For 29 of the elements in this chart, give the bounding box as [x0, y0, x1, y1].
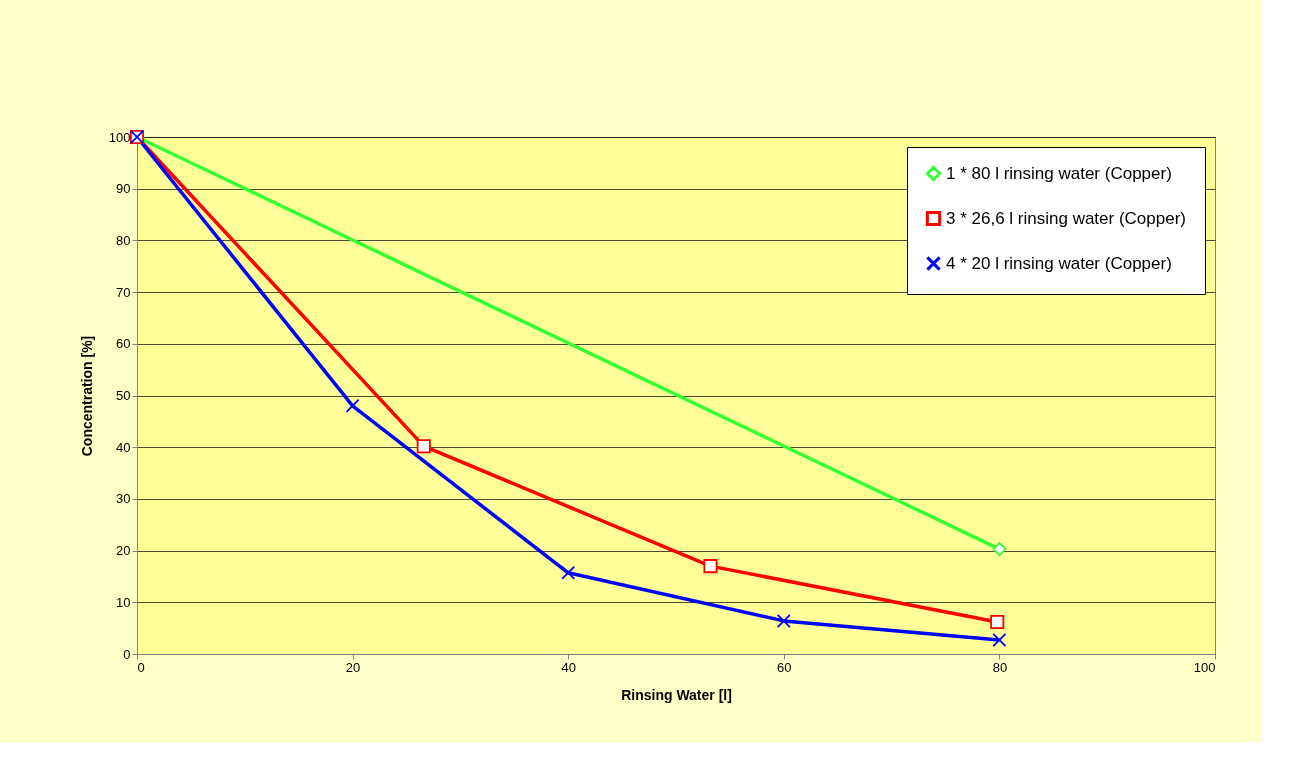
y-tick-label: 80	[116, 232, 131, 248]
point	[561, 565, 576, 580]
point	[703, 559, 718, 574]
y-tick-label: 0	[123, 646, 131, 662]
y-axis-title: Concentration [%]	[78, 335, 95, 457]
x-tick-label: 40	[561, 659, 576, 675]
legend-label: 1 * 80 l rinsing water (Copper)	[946, 163, 1172, 183]
x-tick-label: 60	[777, 659, 792, 675]
point	[990, 614, 1005, 629]
point	[416, 439, 431, 454]
y-tick-label: 20	[116, 543, 131, 559]
legend-label: 4 * 20 l rinsing water (Copper)	[946, 253, 1172, 273]
y-tick-label: 40	[116, 439, 131, 455]
y-tick-label: 60	[116, 336, 131, 352]
point	[776, 613, 791, 628]
x-tick-label: 0	[137, 659, 145, 675]
y-tick-label: 50	[116, 388, 131, 403]
y-tick-label: 90	[116, 181, 131, 197]
y-tick-label: 70	[116, 284, 131, 300]
y-tick-label: 10	[116, 594, 131, 610]
x-tick-label: 100	[1193, 659, 1216, 675]
point	[992, 542, 1007, 557]
x-axis-title: Rinsing Water [l]	[621, 686, 732, 703]
y-tick-label: 100	[108, 129, 131, 145]
x-tick-label: 20	[345, 659, 361, 675]
legend-label: 3 * 26,6 l rinsing water (Copper)	[946, 208, 1187, 228]
point	[992, 633, 1007, 648]
x-tick-label: 80	[992, 659, 1008, 675]
y-tick-label: 30	[116, 491, 131, 507]
